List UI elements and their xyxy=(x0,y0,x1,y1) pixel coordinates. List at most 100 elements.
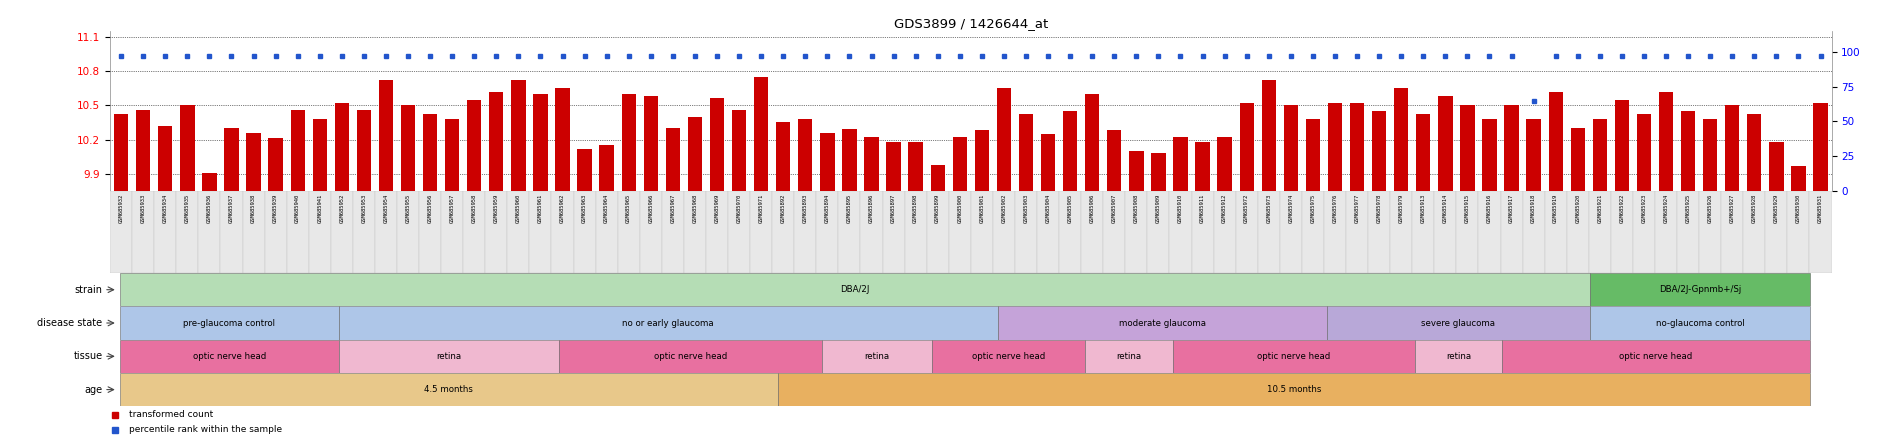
Bar xyxy=(843,129,856,191)
Text: GSM685907: GSM685907 xyxy=(1112,194,1116,222)
Bar xyxy=(710,99,725,191)
Bar xyxy=(1086,340,1173,373)
Text: GSM685920: GSM685920 xyxy=(1575,194,1581,222)
Bar xyxy=(1239,103,1255,191)
Bar xyxy=(120,340,340,373)
Bar xyxy=(1107,131,1122,191)
Bar xyxy=(313,119,326,191)
Bar xyxy=(1173,340,1414,373)
Bar xyxy=(932,340,1086,373)
Bar xyxy=(778,373,1809,406)
Bar xyxy=(1636,115,1651,191)
Bar xyxy=(905,191,926,273)
Bar xyxy=(909,142,922,191)
Text: GSM685966: GSM685966 xyxy=(649,194,653,222)
Bar xyxy=(1349,103,1365,191)
Text: GSM685929: GSM685929 xyxy=(1775,194,1778,222)
Bar xyxy=(640,191,662,273)
Bar xyxy=(440,191,463,273)
Bar xyxy=(577,149,592,191)
Text: moderate glaucoma: moderate glaucoma xyxy=(1118,318,1205,328)
Bar xyxy=(1699,191,1721,273)
Bar xyxy=(330,191,353,273)
Text: GSM685905: GSM685905 xyxy=(1069,194,1072,222)
Bar xyxy=(1393,88,1408,191)
Text: GSM685908: GSM685908 xyxy=(1133,194,1139,222)
Bar xyxy=(683,191,706,273)
Bar xyxy=(1792,166,1805,191)
Bar xyxy=(114,115,129,191)
Text: GSM685940: GSM685940 xyxy=(296,194,300,222)
Text: pre-glaucoma control: pre-glaucoma control xyxy=(184,318,275,328)
Bar xyxy=(1526,119,1541,191)
Bar xyxy=(154,191,177,273)
Text: GSM685939: GSM685939 xyxy=(273,194,279,222)
Text: GSM685959: GSM685959 xyxy=(493,194,499,222)
Text: GSM685918: GSM685918 xyxy=(1532,194,1535,222)
Text: tissue: tissue xyxy=(74,351,102,361)
Bar xyxy=(643,96,659,191)
Text: age: age xyxy=(84,385,102,395)
Text: GSM685924: GSM685924 xyxy=(1663,194,1668,222)
Bar xyxy=(556,88,569,191)
Bar xyxy=(120,373,778,406)
Text: GSM685917: GSM685917 xyxy=(1509,194,1515,222)
Text: GSM685968: GSM685968 xyxy=(693,194,697,222)
Bar xyxy=(1103,191,1126,273)
Bar xyxy=(444,119,459,191)
Text: retina: retina xyxy=(1446,352,1471,361)
Bar xyxy=(1346,191,1368,273)
Bar xyxy=(467,99,482,191)
Bar xyxy=(1389,191,1412,273)
Text: GSM685930: GSM685930 xyxy=(1796,194,1801,222)
Bar xyxy=(1769,142,1784,191)
Text: GSM685958: GSM685958 xyxy=(473,194,476,222)
Bar xyxy=(511,80,526,191)
Text: GSM685921: GSM685921 xyxy=(1598,194,1602,222)
Text: disease state: disease state xyxy=(38,318,102,328)
Text: GSM685902: GSM685902 xyxy=(1002,194,1006,222)
Bar xyxy=(772,191,793,273)
Bar xyxy=(886,142,902,191)
Text: percentile rank within the sample: percentile rank within the sample xyxy=(129,425,283,434)
Text: optic nerve head: optic nerve head xyxy=(653,352,727,361)
Bar xyxy=(1788,191,1809,273)
Bar xyxy=(290,110,306,191)
Bar xyxy=(243,191,264,273)
Text: GSM685933: GSM685933 xyxy=(140,194,146,222)
Text: optic nerve head: optic nerve head xyxy=(1619,352,1693,361)
Text: GSM685909: GSM685909 xyxy=(1156,194,1162,222)
Bar xyxy=(1283,105,1298,191)
Text: GSM685914: GSM685914 xyxy=(1442,194,1448,222)
Text: GSM685904: GSM685904 xyxy=(1046,194,1051,222)
Bar xyxy=(621,94,636,191)
Bar xyxy=(930,165,945,191)
Bar xyxy=(1611,191,1632,273)
Text: GSM685894: GSM685894 xyxy=(826,194,829,222)
Text: GSM685962: GSM685962 xyxy=(560,194,566,222)
Bar xyxy=(1368,191,1389,273)
Bar xyxy=(287,191,309,273)
Bar xyxy=(1019,115,1033,191)
Text: no or early glaucoma: no or early glaucoma xyxy=(623,318,714,328)
Text: GSM685952: GSM685952 xyxy=(340,194,344,222)
Bar xyxy=(1015,191,1036,273)
Bar xyxy=(1545,191,1566,273)
Title: GDS3899 / 1426644_at: GDS3899 / 1426644_at xyxy=(894,17,1048,30)
Bar xyxy=(793,191,816,273)
Text: GSM685906: GSM685906 xyxy=(1089,194,1095,222)
Text: optic nerve head: optic nerve head xyxy=(194,352,266,361)
Text: GSM685903: GSM685903 xyxy=(1023,194,1029,222)
Text: GSM685934: GSM685934 xyxy=(163,194,167,222)
Bar xyxy=(1192,191,1213,273)
Bar xyxy=(376,191,397,273)
Bar xyxy=(1306,119,1321,191)
Text: retina: retina xyxy=(1116,352,1143,361)
Bar xyxy=(1479,191,1501,273)
Text: GSM685969: GSM685969 xyxy=(714,194,719,222)
Bar xyxy=(203,173,216,191)
Text: GSM685910: GSM685910 xyxy=(1179,194,1182,222)
Text: GSM685971: GSM685971 xyxy=(759,194,763,222)
Text: GSM685899: GSM685899 xyxy=(936,194,940,222)
Bar xyxy=(220,191,243,273)
